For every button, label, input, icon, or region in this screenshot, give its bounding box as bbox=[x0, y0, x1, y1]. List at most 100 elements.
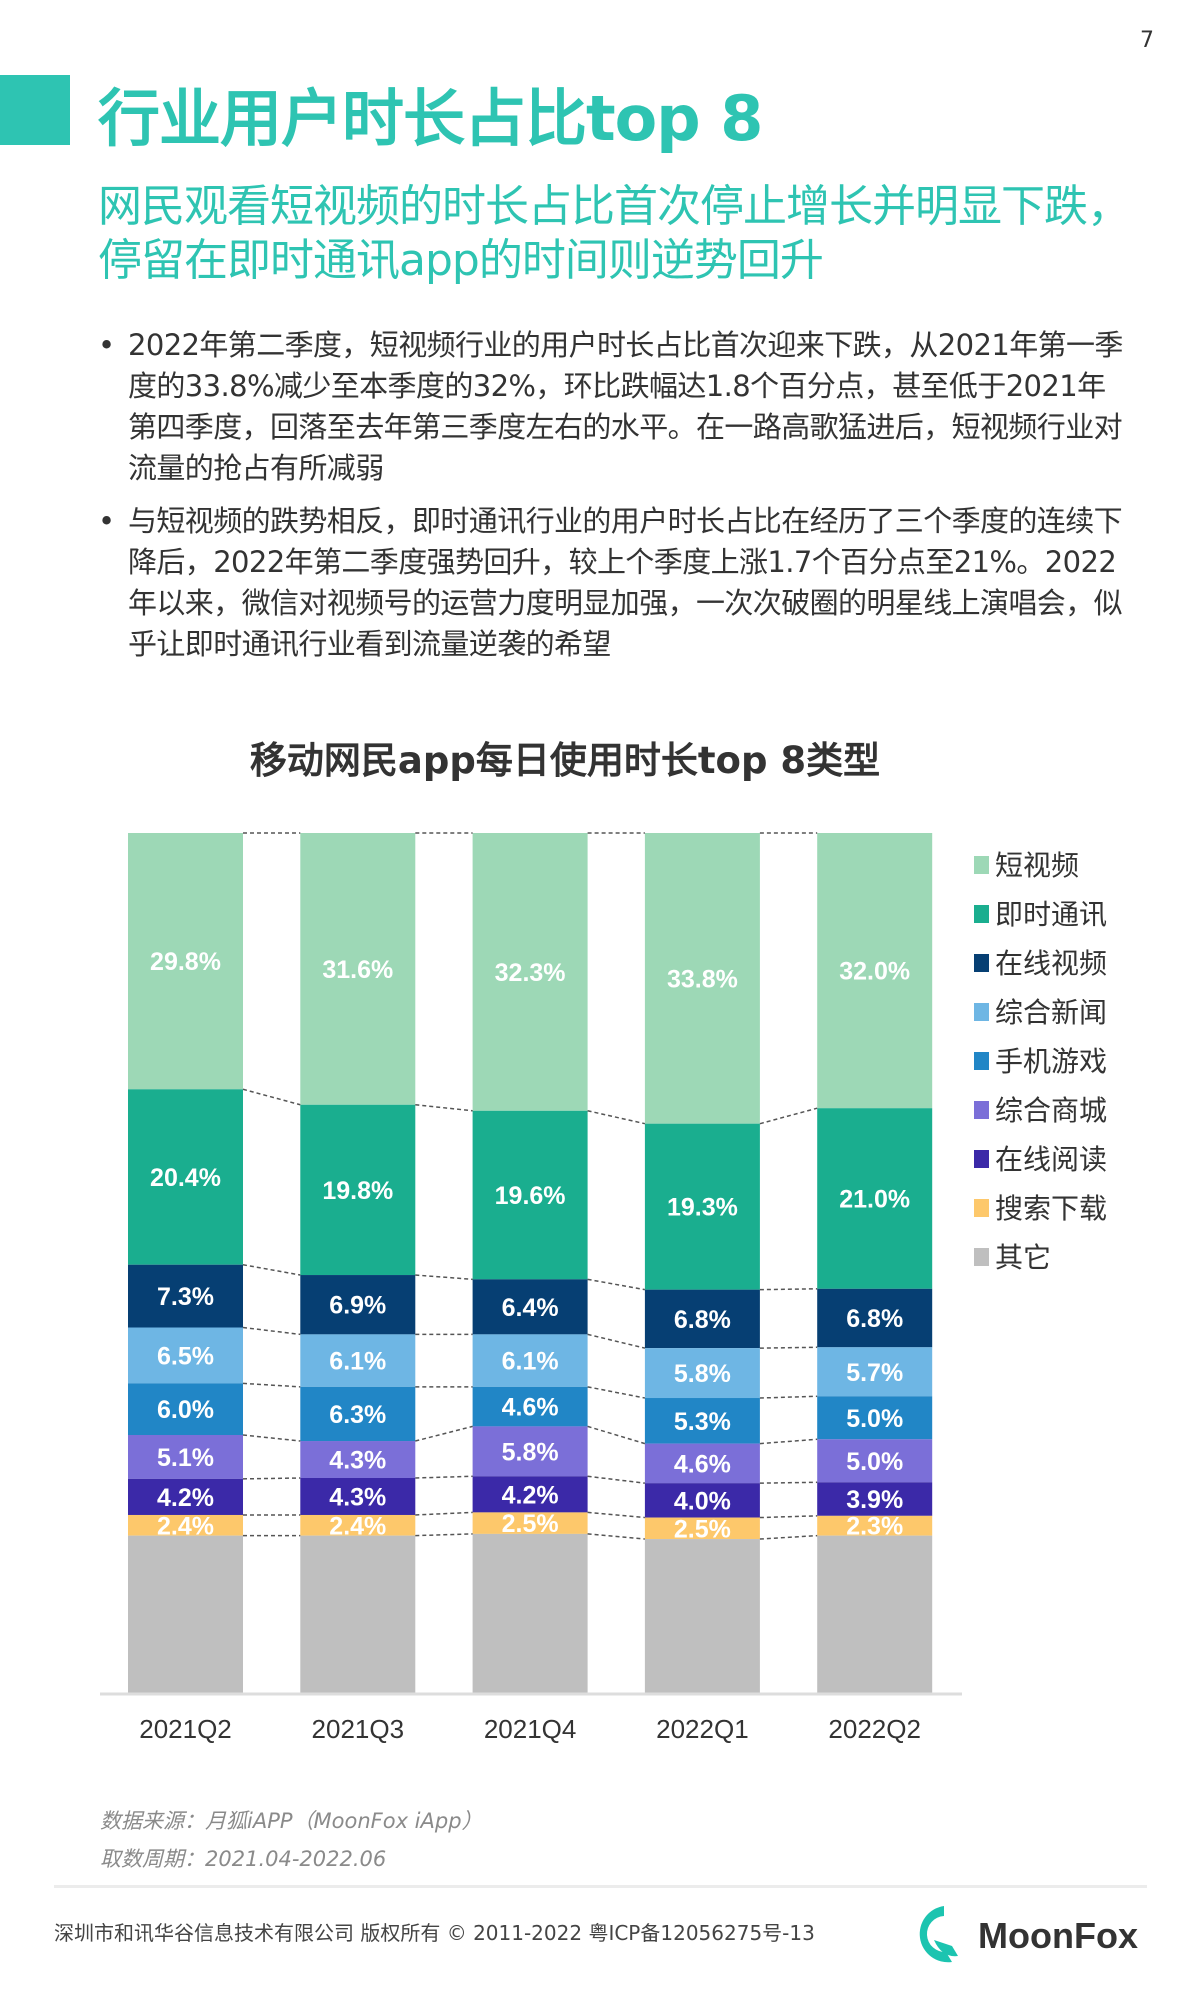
data-label: 33.8% bbox=[667, 965, 738, 993]
bar-segment bbox=[817, 833, 933, 1109]
connector-line bbox=[759, 1534, 818, 1540]
connector-line bbox=[242, 1477, 301, 1480]
data-label: 4.6% bbox=[674, 1450, 731, 1478]
data-label: 5.8% bbox=[674, 1360, 731, 1388]
connector-line bbox=[759, 1395, 818, 1399]
legend-label: 综合新闻 bbox=[995, 996, 1107, 1029]
data-label: 32.3% bbox=[495, 959, 566, 987]
data-label: 3.9% bbox=[846, 1486, 903, 1514]
data-label: 19.8% bbox=[322, 1177, 393, 1205]
connector-line bbox=[415, 1425, 473, 1442]
bar-segment bbox=[644, 1483, 760, 1518]
data-label: 6.1% bbox=[502, 1348, 559, 1376]
connector-line bbox=[759, 1481, 818, 1484]
bullet-dot-icon: • bbox=[98, 328, 115, 362]
data-label: 6.8% bbox=[674, 1306, 731, 1334]
bar-segment bbox=[472, 1476, 588, 1513]
bar-segment bbox=[128, 1327, 243, 1384]
moonfox-logo: MoonFox bbox=[912, 1900, 1152, 1974]
bullet-text: 2022年第二季度，短视频行业的用户时长占比首次迎来下跌，从2021年第一季度的… bbox=[128, 328, 1123, 485]
data-label: 6.0% bbox=[157, 1396, 214, 1424]
data-label: 31.6% bbox=[322, 956, 393, 984]
connector-line bbox=[587, 1533, 645, 1540]
data-label: 2.4% bbox=[157, 1512, 214, 1540]
bar-segment bbox=[472, 833, 588, 1111]
bar-segment bbox=[817, 1347, 933, 1397]
bar-segment bbox=[472, 1386, 588, 1427]
category-label: 2022Q1 bbox=[656, 1714, 749, 1744]
bullet-item: • 2022年第二季度，短视频行业的用户时长占比首次迎来下跌，从2021年第一季度… bbox=[98, 325, 1128, 489]
category-label: 2021Q3 bbox=[312, 1714, 405, 1744]
bar-segment bbox=[300, 1478, 416, 1515]
data-label: 4.0% bbox=[674, 1487, 731, 1515]
page-number: 7 bbox=[1140, 28, 1154, 53]
bar-segment bbox=[300, 1275, 416, 1335]
legend-swatch bbox=[974, 1248, 989, 1266]
bar-segment bbox=[128, 1514, 243, 1536]
data-label: 6.1% bbox=[329, 1348, 386, 1376]
bar-segment bbox=[128, 1089, 243, 1265]
bar-segment bbox=[128, 1435, 243, 1479]
connector-line bbox=[759, 1288, 818, 1291]
bullet-item: • 与短视频的跌势相反，即时通讯行业的用户时长占比在经历了三个季度的连续下降后，2… bbox=[98, 501, 1128, 665]
connector-line bbox=[415, 1511, 473, 1516]
legend-swatch bbox=[974, 1101, 989, 1119]
connector-line bbox=[759, 1515, 818, 1519]
bar-segment bbox=[128, 1535, 243, 1693]
data-period-note: 取数周期：2021.04-2022.06 bbox=[100, 1847, 387, 1871]
data-label: 5.7% bbox=[846, 1359, 903, 1387]
data-label: 6.9% bbox=[329, 1292, 386, 1320]
chart-title: 移动网民app每日使用时长top 8类型 bbox=[249, 739, 881, 782]
connector-line bbox=[415, 1274, 473, 1281]
bar-segment bbox=[644, 1443, 760, 1484]
bar-segment bbox=[817, 1515, 933, 1536]
data-label: 6.5% bbox=[157, 1342, 214, 1370]
bar-segment bbox=[472, 1110, 588, 1280]
connector-line bbox=[242, 1263, 301, 1276]
title-accent-bar bbox=[0, 75, 70, 145]
connector-line bbox=[415, 1475, 473, 1479]
bar-segment bbox=[300, 1441, 416, 1478]
bar-segment bbox=[817, 1439, 933, 1483]
data-label: 2.3% bbox=[846, 1513, 903, 1541]
legend-label: 综合商城 bbox=[995, 1094, 1107, 1127]
legend-swatch bbox=[974, 954, 989, 972]
legend-label: 搜索下载 bbox=[995, 1192, 1107, 1225]
bar-segment bbox=[644, 1123, 760, 1290]
bar-segment bbox=[644, 1348, 760, 1399]
data-source-note: 数据来源：月狐iAPP（MoonFox iApp） bbox=[100, 1809, 483, 1833]
category-label: 2022Q2 bbox=[828, 1714, 921, 1744]
legend-label: 其它 bbox=[995, 1241, 1051, 1274]
bar-segment bbox=[817, 1108, 933, 1289]
connector-line bbox=[587, 1110, 646, 1125]
data-label: 5.0% bbox=[846, 1448, 903, 1476]
legend-label: 即时通讯 bbox=[995, 898, 1107, 931]
bar-segment bbox=[644, 1539, 760, 1693]
legend-swatch bbox=[974, 1003, 989, 1021]
bar-segment bbox=[300, 833, 416, 1105]
connector-line bbox=[759, 1107, 818, 1125]
page-subtitle: 网民观看短视频的时长占比首次停止增长并明显下跌，停留在即时通讯app的时间则逆势… bbox=[98, 181, 1131, 286]
data-label: 2.5% bbox=[674, 1515, 731, 1543]
bullet-list: • 2022年第二季度，短视频行业的用户时长占比首次迎来下跌，从2021年第一季度… bbox=[98, 325, 1128, 677]
connector-line bbox=[587, 1278, 646, 1291]
data-label: 4.3% bbox=[329, 1447, 386, 1475]
bar-segment bbox=[817, 1396, 933, 1440]
bar-segment bbox=[300, 1514, 416, 1536]
connector-line bbox=[242, 1088, 301, 1106]
connector-line bbox=[759, 1438, 818, 1445]
category-label: 2021Q4 bbox=[484, 1714, 577, 1744]
bar-segment bbox=[300, 1334, 416, 1387]
connector-line bbox=[759, 1346, 818, 1349]
data-label: 19.6% bbox=[495, 1182, 566, 1210]
data-label: 2.4% bbox=[329, 1512, 386, 1540]
bar-segment bbox=[128, 1478, 243, 1515]
stacked-bar-chart: MoonFox 29.8%20.4%7.3%6.5%6.0%5.1%4.2%2.… bbox=[100, 832, 1107, 1744]
category-label: 2021Q2 bbox=[139, 1714, 232, 1744]
bullet-dot-icon: • bbox=[98, 504, 115, 538]
legend-label: 手机游戏 bbox=[995, 1045, 1107, 1078]
legend-swatch bbox=[974, 1150, 989, 1168]
moonfox-logo-icon: MoonFox bbox=[919, 1906, 1138, 1963]
data-label: 29.8% bbox=[150, 948, 221, 976]
data-label: 4.2% bbox=[157, 1484, 214, 1512]
